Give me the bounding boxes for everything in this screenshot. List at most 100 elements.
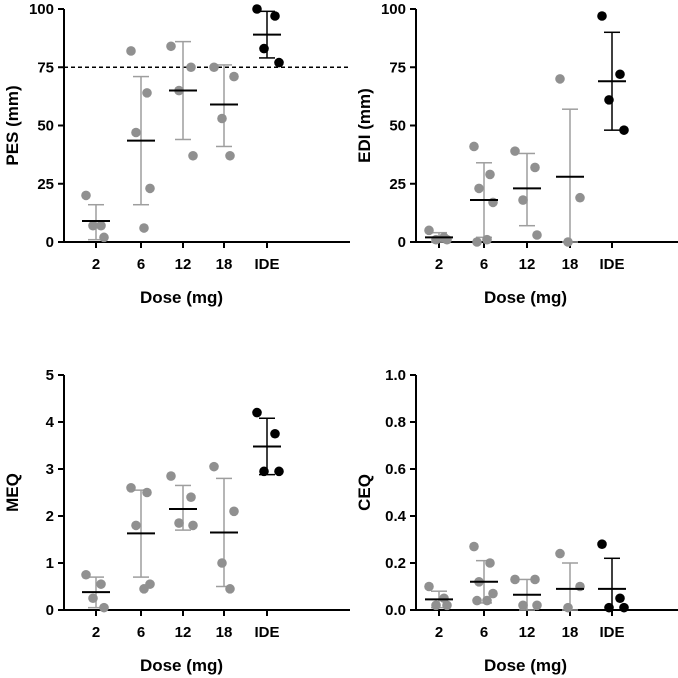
data-point (472, 237, 482, 247)
data-point (252, 4, 262, 14)
y-axis-title: CEQ (355, 474, 374, 511)
data-point (615, 593, 625, 604)
data-point (259, 43, 269, 54)
data-point (142, 487, 152, 498)
data-point (488, 197, 498, 208)
y-tick-label: 0.0 (385, 602, 406, 619)
data-point (186, 492, 196, 503)
y-tick-label: 0 (46, 602, 54, 619)
data-point (604, 95, 614, 105)
data-point (555, 74, 565, 84)
y-tick-label: 0 (46, 234, 54, 251)
data-point (270, 428, 280, 439)
data-point (188, 150, 198, 161)
y-tick-label: 1.0 (385, 367, 406, 384)
data-point (510, 574, 520, 585)
data-point (131, 127, 141, 138)
data-point (166, 471, 176, 481)
y-tick-label: 50 (389, 118, 406, 135)
data-point (229, 71, 239, 82)
data-point (209, 62, 219, 73)
data-point (431, 600, 441, 611)
data-point (186, 62, 196, 73)
data-point (126, 46, 136, 56)
x-tick-label: 2 (435, 256, 443, 273)
data-point (424, 581, 434, 592)
data-point (139, 223, 149, 233)
chart-panel-ceq: 0.0 0.2 0.4 0.6 0.8 1.0 2 6 12 18 IDE Dose (mg) CEQ (355, 367, 678, 675)
data-point (518, 195, 528, 205)
x-tick-label: 6 (480, 624, 488, 641)
chart-panel-pes: 0 25 50 75 100 2 6 12 18 IDE Dose (mg) PES (mm) (3, 1, 350, 307)
data-point (174, 518, 184, 528)
chart-panel-edi: 0 25 50 75 100 2 6 12 18 IDE Dose (mg) EDI (mm) (355, 1, 678, 307)
data-point (99, 232, 109, 243)
data-point (575, 581, 585, 592)
y-tick-label: 0 (398, 234, 406, 251)
data-point (126, 483, 136, 493)
y-tick-label: 50 (37, 118, 54, 135)
data-point (217, 558, 227, 568)
data-point (469, 541, 479, 552)
data-point (530, 574, 540, 585)
data-point (81, 569, 91, 580)
data-point (488, 588, 498, 599)
x-tick-label: 12 (175, 256, 192, 273)
x-tick-label: 18 (216, 624, 233, 641)
data-point (88, 220, 98, 231)
data-point (131, 520, 141, 531)
y-tick-label: 0.4 (385, 508, 407, 525)
data-point (270, 11, 280, 21)
x-tick-label: 2 (92, 624, 100, 641)
data-point (472, 595, 482, 606)
data-point (555, 548, 565, 559)
x-tick-label: 2 (435, 624, 443, 641)
data-point (518, 600, 528, 611)
x-tick-label: 18 (562, 624, 579, 641)
data-point (96, 579, 106, 589)
y-tick-label: 0.2 (385, 555, 406, 572)
data-point (615, 69, 625, 80)
y-tick-label: 2 (46, 508, 54, 525)
x-axis-title: Dose (mg) (140, 656, 223, 675)
data-point (532, 600, 542, 611)
x-tick-label: 12 (519, 624, 536, 641)
data-point (81, 190, 91, 201)
y-tick-label: 100 (29, 1, 54, 18)
data-point (209, 461, 219, 472)
data-point (563, 602, 573, 613)
y-tick-label: 100 (381, 1, 406, 18)
data-point (510, 146, 520, 156)
data-point (563, 237, 573, 247)
data-point (597, 539, 607, 549)
y-axis-title: PES (mm) (3, 85, 22, 165)
x-axis-title: Dose (mg) (140, 288, 223, 307)
x-tick-label: IDE (254, 624, 279, 641)
x-tick-label: 6 (137, 256, 145, 273)
x-tick-label: 6 (137, 624, 145, 641)
x-tick-label: IDE (254, 256, 279, 273)
y-tick-label: 3 (46, 461, 54, 478)
data-point (575, 192, 585, 203)
y-tick-label: 75 (37, 59, 54, 76)
data-point (532, 230, 542, 240)
data-point (225, 150, 235, 161)
data-point (619, 125, 629, 135)
y-tick-label: 0.8 (385, 414, 406, 431)
data-point (142, 88, 152, 98)
y-tick-label: 75 (389, 59, 406, 76)
x-tick-label: 18 (562, 256, 579, 273)
data-point (485, 558, 495, 568)
y-tick-label: 5 (46, 367, 54, 384)
x-tick-label: IDE (599, 256, 624, 273)
data-point (431, 234, 441, 245)
y-tick-label: 0.6 (385, 461, 406, 478)
data-point (145, 183, 155, 194)
data-point (530, 162, 540, 173)
y-tick-label: 1 (46, 555, 54, 572)
data-point (424, 225, 434, 236)
data-point (442, 600, 452, 611)
data-point (474, 183, 484, 194)
data-point (96, 220, 106, 231)
x-tick-label: 2 (92, 256, 100, 273)
